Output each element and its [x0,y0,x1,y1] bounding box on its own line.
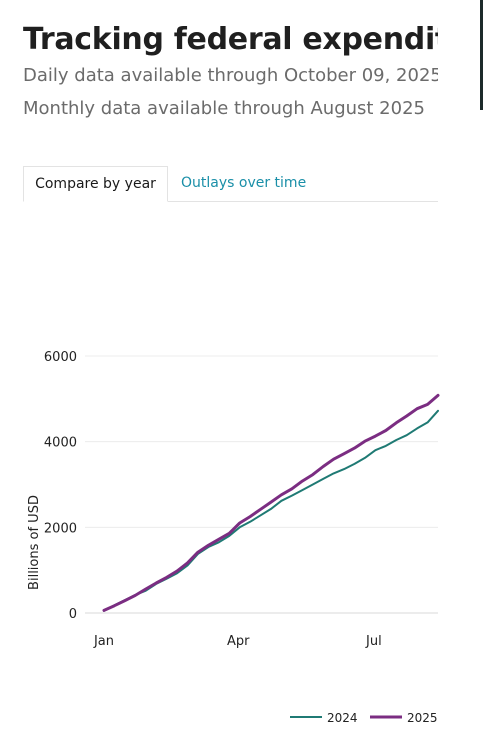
page-title: Tracking federal expenditure [23,22,438,57]
view-tabs: Compare by year Outlays over time [23,166,438,202]
monthly-availability-note: Monthly data available through August 20… [23,98,425,119]
x-tick-label: Jan [93,634,114,649]
legend-label-2024: 2024 [327,711,358,725]
y-axis-label: Billions of USD [27,495,42,590]
legend-label-2025: 2025 [407,711,438,725]
y-tick-label: 6000 [44,350,77,365]
daily-availability-note: Daily data available through October 09,… [23,65,438,86]
y-tick-label: 0 [69,607,77,622]
series-line-2025 [102,393,440,612]
tab-compare-by-year[interactable]: Compare by year [23,166,168,202]
x-tick-label: Jul [365,634,382,649]
window-edge-divider [480,0,483,110]
y-tick-label: 2000 [44,521,77,536]
series-line-2024 [103,409,439,612]
tab-outlays-over-time[interactable]: Outlays over time [181,175,307,191]
y-tick-label: 4000 [44,436,77,451]
x-tick-label: Apr [227,634,250,649]
